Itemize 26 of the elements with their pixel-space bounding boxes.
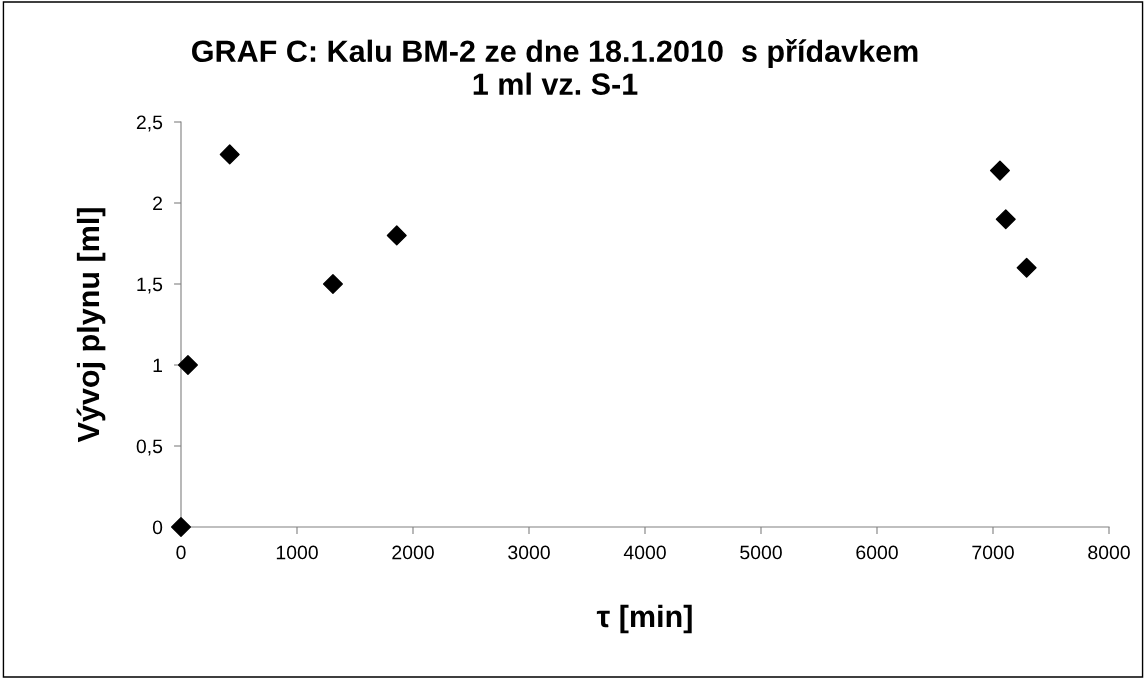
point (170, 516, 192, 538)
x-tick-label: 6000 (856, 545, 898, 560)
x-tick-label: 2000 (392, 545, 434, 560)
point (219, 144, 240, 165)
x-axis-title: τ [min] (596, 604, 692, 634)
x-tick-label: 5000 (740, 545, 782, 560)
x-tick-label: 7000 (972, 545, 1014, 560)
x-tick-label: 1000 (276, 545, 318, 560)
point (1016, 257, 1037, 278)
x-tick-label: 0 (176, 545, 186, 560)
y-tick-label: 1 (153, 358, 162, 373)
y-tick-label: 1,5 (137, 277, 163, 294)
y-tick-label: 0,5 (136, 439, 163, 456)
x-tick-label: 3000 (508, 545, 550, 560)
y-axis-title: Vývoj plynu [ml] (76, 208, 106, 443)
point (995, 209, 1016, 230)
point (177, 354, 198, 376)
y-tick-label: 2 (153, 196, 162, 211)
chart-title: GRAF C: Kalu BM-2 ze dne 18.1.2010 s přídavkem 1 ml vz. S-1 (192, 38, 918, 95)
y-tick-label: 2,5 (136, 115, 163, 132)
point (989, 160, 1010, 181)
x-tick-label: 8000 (1088, 545, 1130, 560)
point (386, 225, 407, 246)
point (322, 273, 343, 295)
x-tick-label: 4000 (623, 545, 666, 560)
y-tick-label: 0 (152, 520, 163, 535)
